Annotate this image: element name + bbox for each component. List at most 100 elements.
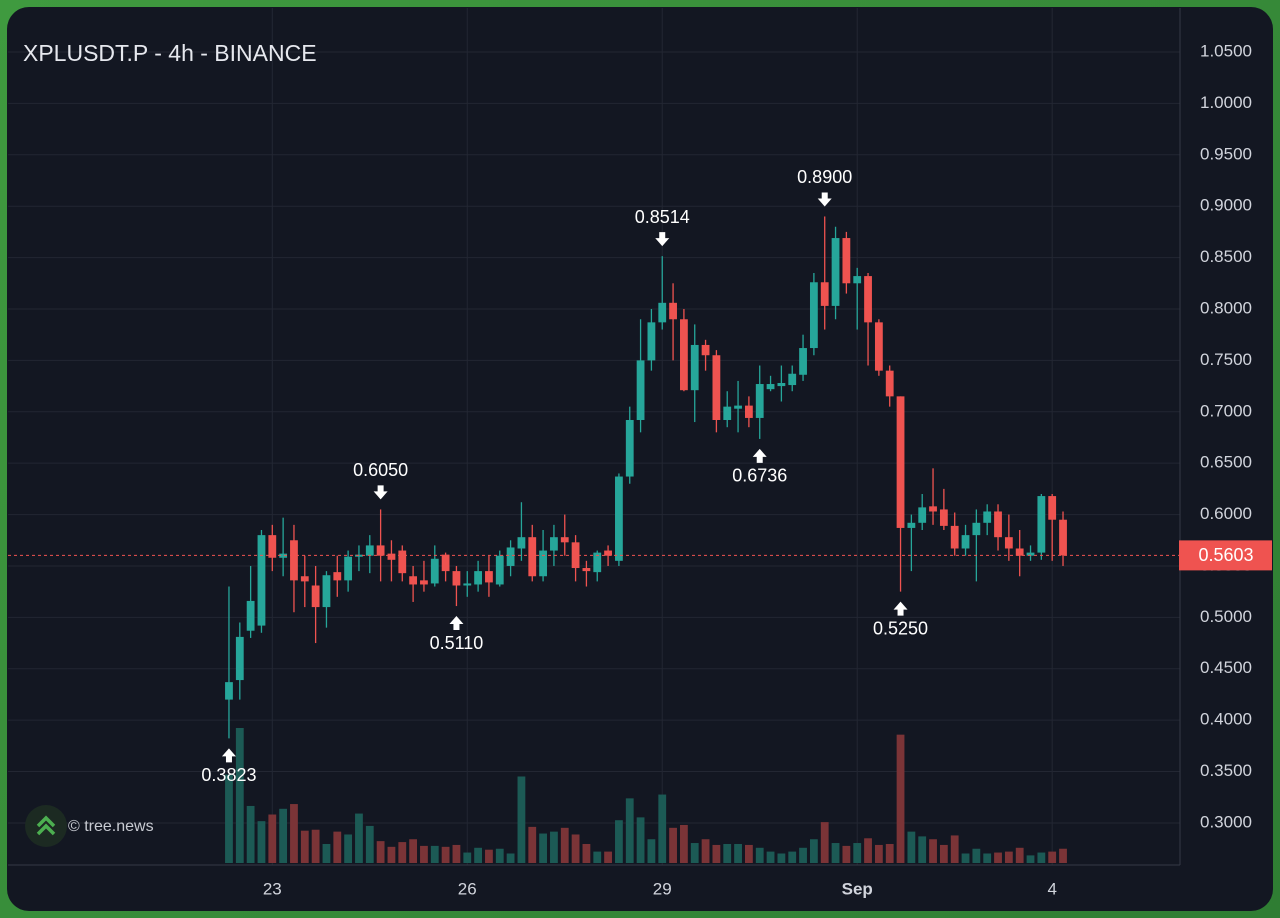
candle-body: [571, 542, 580, 569]
annotation-label: 0.3823: [201, 765, 256, 785]
chart-title: XPLUSDT.P - 4h - BINANCE: [23, 40, 317, 66]
volume-bar: [506, 853, 515, 863]
candle-body: [809, 282, 818, 349]
volume-bar: [680, 824, 688, 863]
y-tick-label: 0.4500: [1200, 658, 1252, 677]
volume-bar: [441, 846, 450, 863]
candle-body: [820, 282, 829, 306]
volume-bar: [723, 843, 732, 863]
volume-bar: [246, 805, 255, 863]
volume-bar: [929, 839, 937, 863]
candle-body: [636, 360, 645, 421]
candle-body: [506, 547, 515, 566]
candle-body: [268, 535, 277, 558]
volume-bar: [1026, 855, 1035, 863]
volume-bar: [820, 822, 829, 863]
candle-body: [788, 373, 797, 386]
volume-bar: [1048, 851, 1057, 863]
candle-body: [279, 553, 288, 558]
candle-body: [582, 568, 591, 572]
volume-bar: [658, 794, 667, 863]
candle-body: [528, 537, 537, 577]
volume-bar: [701, 839, 710, 863]
candle-body: [939, 509, 948, 526]
candle-body: [734, 405, 742, 409]
volume-bar: [376, 841, 385, 863]
annotation-arrow: [655, 232, 670, 247]
annotation-label: 0.8514: [635, 207, 690, 227]
y-tick-label: 1.0000: [1200, 93, 1252, 112]
candle-body: [344, 556, 353, 581]
annotation-label: 0.6050: [353, 460, 408, 480]
candle-body: [560, 537, 569, 543]
volume-bar: [290, 804, 298, 863]
volume-bar: [279, 808, 288, 863]
volume-bar: [539, 833, 547, 863]
volume-bar: [950, 835, 959, 863]
volume-bar: [333, 831, 342, 863]
volume-bar: [615, 820, 623, 863]
volume-bar: [864, 838, 872, 863]
candle-body: [550, 537, 558, 551]
candle-body: [918, 507, 927, 523]
candle-body: [701, 344, 710, 356]
volume-bar: [918, 836, 927, 863]
annotation-label: 0.5110: [430, 633, 484, 653]
volume-bar: [1037, 852, 1046, 863]
candle-body: [896, 396, 905, 528]
volume-bar: [669, 827, 677, 863]
candle-body: [333, 572, 342, 581]
candle-body: [744, 405, 753, 418]
volume-bar: [485, 849, 493, 863]
candle-body: [441, 554, 450, 572]
volume-bar: [885, 843, 894, 863]
volume-bar: [528, 826, 537, 863]
candle-body: [290, 540, 298, 581]
candle-body: [300, 576, 309, 582]
volume-bar: [712, 844, 721, 863]
annotation-arrow: [817, 192, 832, 207]
candle-body: [463, 583, 472, 586]
candle-body: [874, 322, 883, 371]
candle-body: [885, 370, 894, 397]
candle-body: [1059, 519, 1067, 556]
candle-body: [647, 322, 656, 361]
last-price-box: [1179, 540, 1272, 571]
y-tick-label: 0.6500: [1200, 453, 1252, 472]
candle-body: [983, 511, 992, 523]
y-tick-label: 0.3000: [1200, 812, 1252, 831]
candle-body: [961, 535, 970, 549]
candle-body: [225, 682, 233, 700]
volume-bar: [409, 839, 418, 863]
volume-bar: [972, 848, 981, 863]
volume-bar: [939, 844, 948, 863]
annotation-arrow: [221, 748, 236, 763]
candle-body: [777, 382, 786, 387]
candle-body: [842, 238, 851, 284]
volume-bar: [225, 774, 233, 863]
x-tick-label: 29: [653, 879, 672, 898]
candles: [225, 216, 1067, 739]
candle-body: [246, 600, 255, 631]
annotation-arrow: [893, 601, 908, 616]
annotation-arrow: [449, 616, 464, 631]
y-tick-label: 0.9000: [1200, 196, 1252, 215]
y-tick-label: 0.5000: [1200, 607, 1252, 626]
x-tick-label: 23: [263, 879, 282, 898]
volume-bar: [420, 845, 428, 863]
candle-body: [495, 555, 504, 585]
volume-bar: [734, 843, 742, 863]
volume-bar: [300, 830, 309, 863]
volume-bar: [983, 853, 992, 863]
volume-bar: [896, 734, 905, 863]
volume-bar: [636, 817, 645, 863]
volume-bar: [550, 831, 558, 863]
annotations: 0.3823 0.6050 0.5110 0.8514 0.6736 0.8900 0.52…: [201, 167, 928, 785]
candle-body: [398, 550, 407, 574]
volume-bar: [365, 825, 374, 863]
candle-body: [539, 550, 547, 577]
volume-bar: [809, 839, 818, 863]
volume-bar: [777, 853, 786, 863]
